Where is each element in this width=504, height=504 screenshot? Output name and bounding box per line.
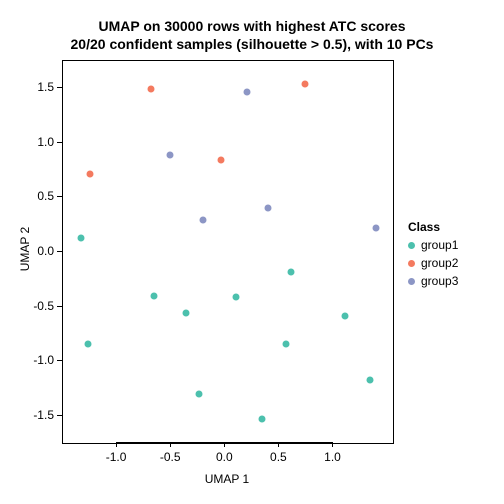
y-tick-label: -1.5 bbox=[26, 408, 54, 422]
y-tick-mark bbox=[57, 251, 62, 252]
chart-title-line1: UMAP on 30000 rows with highest ATC scor… bbox=[0, 18, 504, 34]
legend-title: Class bbox=[408, 220, 458, 234]
x-tick-label: -1.0 bbox=[106, 450, 127, 464]
x-tick-label: -0.5 bbox=[160, 450, 181, 464]
x-tick-label: 0.0 bbox=[216, 450, 233, 464]
umap-scatter-chart: UMAP on 30000 rows with highest ATC scor… bbox=[0, 0, 504, 504]
y-tick-mark bbox=[57, 306, 62, 307]
legend: Class group1 group2 group3 bbox=[408, 220, 458, 288]
legend-swatch-icon bbox=[408, 242, 415, 249]
y-tick-label: 1.5 bbox=[26, 80, 54, 94]
data-point bbox=[150, 292, 157, 299]
data-point bbox=[196, 390, 203, 397]
data-point bbox=[147, 86, 154, 93]
chart-title-line2: 20/20 confident samples (silhouette > 0.… bbox=[0, 36, 504, 52]
data-point bbox=[244, 88, 251, 95]
legend-item: group2 bbox=[408, 256, 458, 270]
y-axis-line bbox=[62, 87, 63, 414]
x-tick-mark bbox=[116, 442, 117, 447]
y-tick-label: -1.0 bbox=[26, 353, 54, 367]
data-point bbox=[264, 205, 271, 212]
data-point bbox=[233, 293, 240, 300]
x-tick-label: 0.5 bbox=[270, 450, 287, 464]
x-tick-mark bbox=[224, 442, 225, 447]
data-point bbox=[342, 313, 349, 320]
data-point bbox=[183, 310, 190, 317]
legend-item-label: group2 bbox=[421, 256, 458, 270]
y-tick-mark bbox=[57, 196, 62, 197]
data-point bbox=[367, 376, 374, 383]
data-point bbox=[199, 217, 206, 224]
data-point bbox=[87, 170, 94, 177]
plot-area bbox=[62, 60, 394, 444]
legend-item-label: group1 bbox=[421, 238, 458, 252]
x-tick-mark bbox=[278, 442, 279, 447]
legend-item: group3 bbox=[408, 274, 458, 288]
data-point bbox=[84, 340, 91, 347]
data-point bbox=[218, 157, 225, 164]
data-point bbox=[288, 268, 295, 275]
legend-swatch-icon bbox=[408, 278, 415, 285]
legend-swatch-icon bbox=[408, 260, 415, 267]
legend-item: group1 bbox=[408, 238, 458, 252]
data-point bbox=[302, 81, 309, 88]
data-point bbox=[259, 416, 266, 423]
y-tick-mark bbox=[57, 415, 62, 416]
x-tick-mark bbox=[332, 442, 333, 447]
legend-item-label: group3 bbox=[421, 274, 458, 288]
y-tick-label: 0.5 bbox=[26, 189, 54, 203]
x-tick-mark bbox=[170, 442, 171, 447]
y-tick-label: 1.0 bbox=[26, 135, 54, 149]
y-tick-mark bbox=[57, 360, 62, 361]
y-tick-mark bbox=[57, 142, 62, 143]
data-point bbox=[372, 225, 379, 232]
data-point bbox=[282, 340, 289, 347]
y-tick-label: -0.5 bbox=[26, 299, 54, 313]
x-tick-label: 1.0 bbox=[324, 450, 341, 464]
x-axis-label: UMAP 1 bbox=[62, 472, 392, 486]
data-point bbox=[167, 151, 174, 158]
data-point bbox=[78, 234, 85, 241]
y-tick-mark bbox=[57, 87, 62, 88]
y-tick-label: 0.0 bbox=[26, 244, 54, 258]
